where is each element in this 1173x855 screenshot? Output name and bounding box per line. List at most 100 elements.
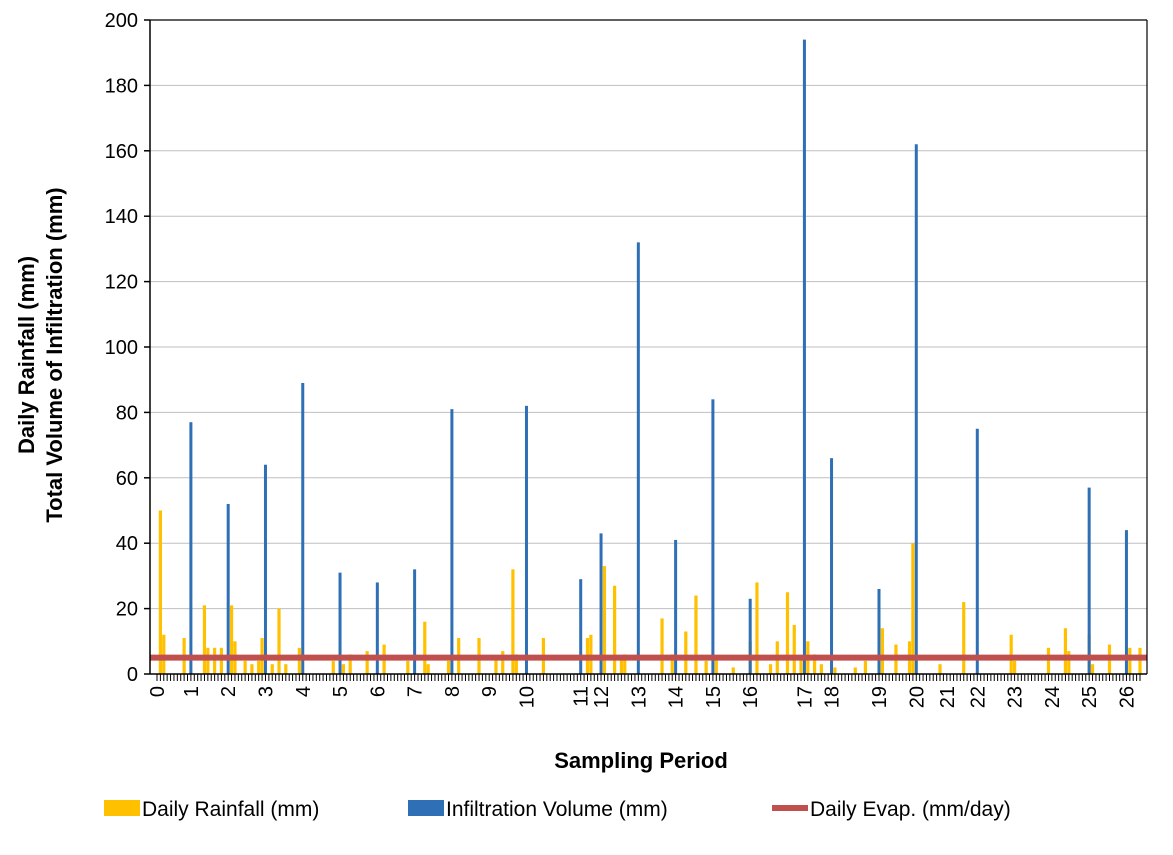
- x-tick-label: 2: [218, 686, 240, 697]
- x-tick-label: 1: [181, 686, 203, 697]
- rainfall-bar: [792, 624, 796, 674]
- rainfall-bar: [1138, 647, 1142, 674]
- rainfall-bar: [670, 654, 674, 674]
- rainfall-bar: [911, 543, 915, 674]
- infiltration-bar: [375, 582, 379, 674]
- x-tick-label: 20: [906, 686, 928, 708]
- rainfall-bar: [365, 651, 369, 674]
- rainfall-bar: [511, 569, 515, 674]
- infiltration-bar: [748, 598, 752, 674]
- x-tick-label: 18: [822, 686, 844, 708]
- x-axis-title: Sampling Period: [554, 748, 728, 773]
- legend-label-rainfall: Daily Rainfall (mm): [142, 798, 319, 821]
- infiltration-bar: [674, 539, 678, 674]
- x-tick-label: 3: [255, 686, 277, 697]
- infiltration-bar: [599, 533, 603, 674]
- x-tick-label: 12: [591, 686, 613, 708]
- infiltration-bar: [830, 458, 834, 674]
- rainfall-bar: [158, 510, 162, 674]
- y-tick-label: 100: [105, 337, 138, 359]
- legend-swatch-evaporation: [772, 805, 808, 811]
- rainfall-bar: [406, 660, 410, 674]
- x-tick-label: 4: [293, 686, 315, 697]
- y-tick-label: 0: [127, 664, 138, 686]
- rainfall-bar: [812, 654, 817, 674]
- rainfall-bar: [853, 667, 857, 674]
- rainfall-bar: [785, 592, 790, 674]
- rainfall-bar: [755, 582, 759, 674]
- infiltration-bar: [413, 569, 417, 674]
- x-tick-label: 13: [628, 686, 650, 708]
- rainfall-bar: [331, 660, 335, 674]
- infiltration-bar: [802, 39, 806, 675]
- rainfall-bar: [731, 667, 735, 674]
- x-tick-label: 6: [367, 686, 389, 697]
- x-tick-label: 7: [405, 686, 427, 697]
- rainfall-bar: [863, 660, 868, 674]
- infiltration-bar: [877, 588, 881, 674]
- rainfall-bar: [623, 654, 627, 674]
- rainfall-bar: [619, 657, 623, 674]
- infiltration-bar: [338, 572, 342, 674]
- rainfall-bar: [714, 657, 718, 674]
- rainfall-bar: [1090, 664, 1095, 674]
- rainfall-bar: [613, 585, 617, 674]
- y-tick-label: 120: [105, 272, 138, 294]
- infiltration-bar: [263, 464, 267, 674]
- rainfall-bar: [938, 664, 942, 674]
- rainfall-bar: [494, 657, 498, 674]
- rainfall-bar: [348, 654, 352, 674]
- legend-swatch-infiltration: [408, 800, 444, 816]
- infiltration-bar: [524, 405, 528, 674]
- rainfall-bar: [1063, 628, 1068, 674]
- infiltration-bar: [636, 242, 640, 675]
- legend: Daily Rainfall (mm) Infiltration Volume …: [104, 798, 1011, 821]
- infiltration-bar: [301, 382, 305, 674]
- x-tick-label: 26: [1116, 686, 1138, 708]
- rainfall-bar: [1046, 647, 1051, 674]
- rainfall-bar: [423, 621, 427, 674]
- rainfall-bar: [243, 660, 247, 674]
- infiltration-bar: [711, 399, 715, 674]
- x-tick-label: 21: [937, 686, 959, 708]
- rainfall-bar: [833, 667, 837, 674]
- rainfall-bar: [213, 647, 217, 674]
- rainfall-bar: [799, 657, 803, 674]
- x-tick-label: 5: [330, 686, 352, 697]
- rainfall-bar: [684, 631, 688, 674]
- x-tick-label: 25: [1079, 686, 1101, 708]
- x-tick-label: 16: [740, 686, 762, 708]
- infiltration-bar: [1087, 487, 1091, 674]
- rainfall-bar: [1009, 634, 1013, 674]
- rainfall-bar: [284, 664, 288, 674]
- rainfall-bar: [589, 634, 593, 674]
- legend-label-evaporation: Daily Evap. (mm/day): [810, 798, 1011, 821]
- infiltration-bar: [450, 409, 454, 674]
- rainfall-bar: [514, 654, 518, 674]
- y-tick-labels: 0 20 40 60 80 100 120 140 160 180 200: [105, 10, 138, 686]
- y-tick-label: 60: [116, 468, 138, 490]
- x-tick-label: 24: [1042, 686, 1064, 708]
- x-tick-label: 0: [147, 686, 169, 697]
- x-tick-label: 23: [1005, 686, 1027, 708]
- infiltration-bar: [914, 144, 918, 674]
- rainfall-bar: [501, 651, 505, 674]
- infiltration-bars: [189, 39, 1128, 675]
- rainfall-bar: [229, 605, 234, 674]
- rainfall-bar: [962, 602, 966, 674]
- x-tick-label: 19: [869, 686, 891, 708]
- y-tick-label: 40: [116, 533, 138, 555]
- rainfall-bar: [1128, 647, 1132, 674]
- rainfall-bar: [162, 634, 166, 674]
- rainfall-bar: [602, 566, 607, 674]
- y-tick-label: 140: [105, 206, 138, 228]
- y-axis-title-line2: Total Volume of Infiltration (mm): [42, 187, 67, 522]
- x-tick-label: 11: [571, 686, 593, 707]
- infiltration-bar: [975, 428, 979, 674]
- rainfall-bar: [257, 660, 261, 674]
- rainfall-bar: [660, 618, 664, 674]
- y-tick-label: 80: [116, 402, 138, 424]
- rainfall-bar: [446, 660, 451, 674]
- y-axis-title-line1: Daily Rainfall (mm): [14, 256, 39, 454]
